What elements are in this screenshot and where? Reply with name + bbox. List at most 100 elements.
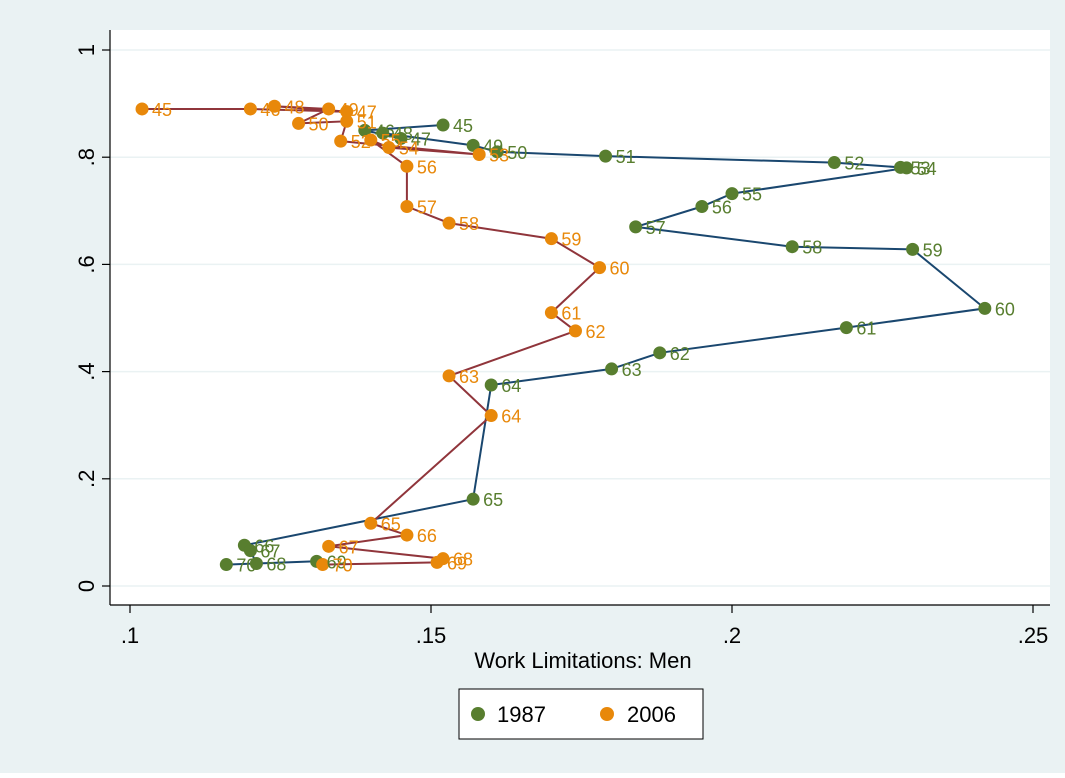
data-point [599,149,613,163]
data-label: 68 [266,554,286,574]
data-label: 65 [483,490,503,510]
data-point [653,346,667,360]
data-label: 54 [399,139,419,159]
data-label: 70 [333,556,353,576]
data-label: 67 [339,537,359,557]
data-point [400,200,414,214]
data-point [900,161,914,175]
data-label: 53 [911,158,931,178]
data-label: 50 [309,114,329,134]
data-label: 47 [411,129,431,149]
data-label: 59 [923,240,943,260]
y-tick-label: 1 [74,44,99,56]
data-label: 56 [712,198,732,218]
data-point [442,216,456,230]
data-label: 69 [447,553,467,573]
data-label: 61 [856,319,876,339]
data-label: 59 [561,230,581,250]
x-tick-label: .25 [1018,623,1049,648]
legend-marker-2006 [600,707,614,721]
data-label: 48 [284,97,304,117]
data-label: 68 [453,550,473,570]
plot-area [110,30,1050,605]
data-point [358,123,372,137]
data-point [135,102,149,116]
data-label: 55 [381,131,401,151]
data-label: 49 [339,100,359,120]
data-point [340,114,354,128]
data-point [593,261,607,275]
data-label: 62 [670,344,690,364]
data-label: 45 [152,100,172,120]
data-label: 46 [375,121,395,141]
data-point [322,102,336,116]
data-point [484,378,498,392]
data-label: 52 [351,132,371,152]
x-axis-title: Work Limitations: Men [474,648,691,673]
data-point [839,321,853,335]
data-label: 64 [501,407,521,427]
x-tick-label: .2 [723,623,741,648]
data-point [322,539,336,553]
data-point [484,409,498,423]
data-label: 57 [417,198,437,218]
data-label: 62 [585,322,605,342]
data-label: 66 [417,526,437,546]
data-label: 61 [561,304,581,324]
data-point [394,131,408,145]
data-point [243,544,257,558]
data-label: 66 [254,536,274,556]
data-label: 51 [616,147,636,167]
data-label: 60 [995,299,1015,319]
data-label: 63 [459,367,479,387]
data-label: 63 [622,360,642,380]
data-point [267,99,281,113]
data-label: 64 [501,376,521,396]
data-point [340,105,354,119]
legend-box [458,688,704,740]
data-label: 53 [489,146,509,166]
data-label: 69 [327,552,347,572]
data-point [490,145,504,159]
y-tick-label: 0 [74,580,99,592]
grid-layer [110,49,1050,587]
data-label: 65 [381,514,401,534]
data-point [376,126,390,140]
data-point [400,159,414,173]
data-point [292,116,306,130]
y-tick-label: .2 [74,470,99,488]
legend-label-2006: 2006 [627,702,676,727]
series-points [135,99,992,572]
data-label: 67 [260,542,280,562]
y-tick-label: .4 [74,362,99,380]
data-label: 70 [236,556,256,576]
legend: 1987 2006 [458,688,704,740]
data-point [472,148,486,162]
data-point [827,156,841,170]
data-point [364,133,378,147]
data-label: 46 [260,100,280,120]
data-label: 52 [844,154,864,174]
data-label: 58 [459,214,479,234]
data-point [978,301,992,315]
data-point [436,118,450,132]
data-point [466,492,480,506]
data-point [629,220,643,234]
data-label: 54 [917,159,937,179]
data-label: 57 [646,218,666,238]
data-point [243,102,257,116]
data-label: 45 [453,116,473,136]
data-label: 49 [483,136,503,156]
data-label: 55 [742,185,762,205]
data-label: 56 [417,157,437,177]
data-point [316,558,330,572]
data-point [364,516,378,530]
data-point [430,555,444,569]
data-label: 51 [357,112,377,132]
data-label: 47 [357,103,377,123]
data-point [249,556,263,570]
data-point [544,232,558,246]
data-point [568,324,582,338]
